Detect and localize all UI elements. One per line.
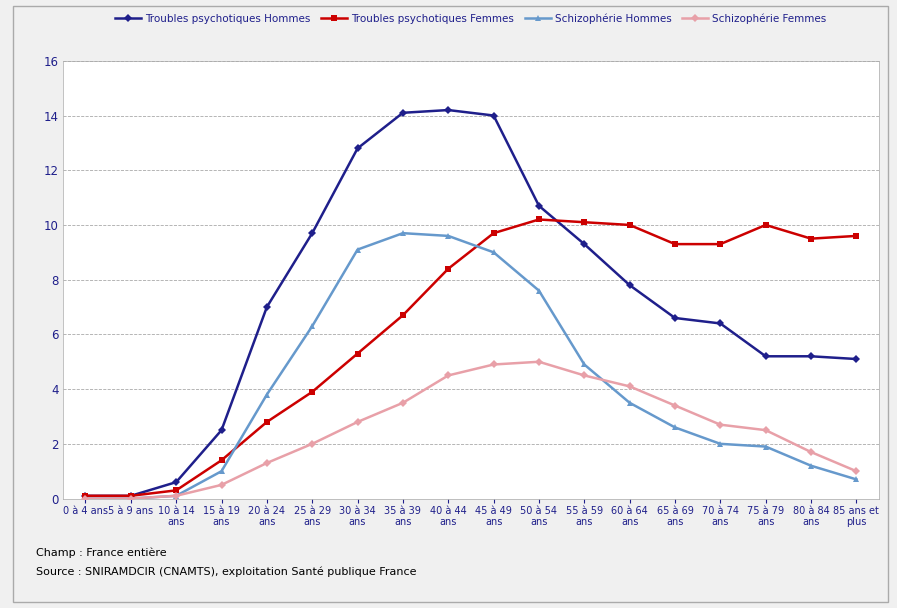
Schizophérie Femmes xyxy=(534,358,544,365)
Troubles psychotiques Hommes xyxy=(353,145,363,152)
Troubles psychotiques Femmes xyxy=(216,457,227,464)
Schizophérie Femmes xyxy=(715,421,726,428)
Schizophérie Femmes xyxy=(851,468,862,475)
Troubles psychotiques Femmes xyxy=(443,265,454,272)
Troubles psychotiques Femmes xyxy=(851,232,862,240)
Schizophérie Femmes xyxy=(170,492,181,500)
Troubles psychotiques Femmes xyxy=(761,221,771,229)
Schizophérie Hommes xyxy=(80,495,91,502)
Troubles psychotiques Hommes xyxy=(534,202,544,210)
Schizophérie Femmes xyxy=(307,440,318,447)
Troubles psychotiques Hommes xyxy=(170,478,181,486)
Troubles psychotiques Hommes xyxy=(715,320,726,327)
Schizophérie Hommes xyxy=(443,232,454,240)
Troubles psychotiques Femmes xyxy=(170,486,181,494)
Troubles psychotiques Hommes xyxy=(397,109,408,117)
Troubles psychotiques Hommes xyxy=(80,492,91,500)
Troubles psychotiques Hommes xyxy=(307,230,318,237)
Legend: Troubles psychotiques Hommes, Troubles psychotiques Femmes, Schizophérie Hommes,: Troubles psychotiques Hommes, Troubles p… xyxy=(111,9,831,28)
Troubles psychotiques Hommes xyxy=(443,106,454,114)
Troubles psychotiques Femmes xyxy=(307,389,318,396)
Troubles psychotiques Femmes xyxy=(579,219,589,226)
Troubles psychotiques Femmes xyxy=(806,235,816,243)
Schizophérie Femmes xyxy=(761,427,771,434)
Troubles psychotiques Femmes xyxy=(80,492,91,500)
Schizophérie Hommes xyxy=(806,462,816,469)
Troubles psychotiques Hommes xyxy=(126,492,136,500)
Schizophérie Femmes xyxy=(579,372,589,379)
Line: Troubles psychotiques Femmes: Troubles psychotiques Femmes xyxy=(83,216,859,499)
Schizophérie Hommes xyxy=(307,322,318,330)
Schizophérie Hommes xyxy=(715,440,726,447)
Schizophérie Hommes xyxy=(669,424,680,431)
Troubles psychotiques Hommes xyxy=(579,241,589,248)
Troubles psychotiques Femmes xyxy=(397,312,408,319)
Troubles psychotiques Hommes xyxy=(624,282,635,289)
Line: Troubles psychotiques Hommes: Troubles psychotiques Hommes xyxy=(83,107,859,499)
Schizophérie Femmes xyxy=(216,482,227,489)
Troubles psychotiques Hommes xyxy=(261,303,272,311)
Line: Schizophérie Hommes: Schizophérie Hommes xyxy=(82,230,860,502)
Schizophérie Femmes xyxy=(806,449,816,456)
Troubles psychotiques Femmes xyxy=(126,492,136,500)
Troubles psychotiques Femmes xyxy=(488,230,499,237)
Troubles psychotiques Hommes xyxy=(669,314,680,322)
Schizophérie Femmes xyxy=(80,495,91,502)
Troubles psychotiques Hommes xyxy=(851,355,862,362)
Troubles psychotiques Femmes xyxy=(261,418,272,426)
Schizophérie Hommes xyxy=(579,361,589,368)
Schizophérie Femmes xyxy=(488,361,499,368)
Troubles psychotiques Hommes xyxy=(806,353,816,360)
Schizophérie Femmes xyxy=(443,372,454,379)
Schizophérie Hommes xyxy=(761,443,771,450)
Schizophérie Hommes xyxy=(170,492,181,500)
Schizophérie Hommes xyxy=(851,475,862,483)
Schizophérie Hommes xyxy=(261,391,272,398)
Troubles psychotiques Femmes xyxy=(534,216,544,223)
Schizophérie Hommes xyxy=(624,399,635,407)
Schizophérie Hommes xyxy=(353,246,363,254)
Schizophérie Hommes xyxy=(534,287,544,294)
Troubles psychotiques Femmes xyxy=(624,221,635,229)
Text: Source : SNIRAMDCIR (CNAMTS), exploitation Santé publique France: Source : SNIRAMDCIR (CNAMTS), exploitati… xyxy=(36,566,416,576)
Schizophérie Femmes xyxy=(353,418,363,426)
Text: Champ : France entière: Champ : France entière xyxy=(36,548,167,558)
Schizophérie Hommes xyxy=(126,495,136,502)
Troubles psychotiques Hommes xyxy=(216,427,227,434)
Schizophérie Hommes xyxy=(397,230,408,237)
Troubles psychotiques Hommes xyxy=(761,353,771,360)
Troubles psychotiques Hommes xyxy=(488,112,499,119)
Schizophérie Femmes xyxy=(624,383,635,390)
Schizophérie Femmes xyxy=(126,495,136,502)
Troubles psychotiques Femmes xyxy=(715,241,726,248)
Schizophérie Hommes xyxy=(216,468,227,475)
Schizophérie Femmes xyxy=(261,460,272,467)
Schizophérie Hommes xyxy=(488,249,499,256)
Schizophérie Femmes xyxy=(397,399,408,407)
Troubles psychotiques Femmes xyxy=(353,350,363,358)
Schizophérie Femmes xyxy=(669,402,680,409)
Line: Schizophérie Femmes: Schizophérie Femmes xyxy=(83,359,859,502)
Troubles psychotiques Femmes xyxy=(669,241,680,248)
